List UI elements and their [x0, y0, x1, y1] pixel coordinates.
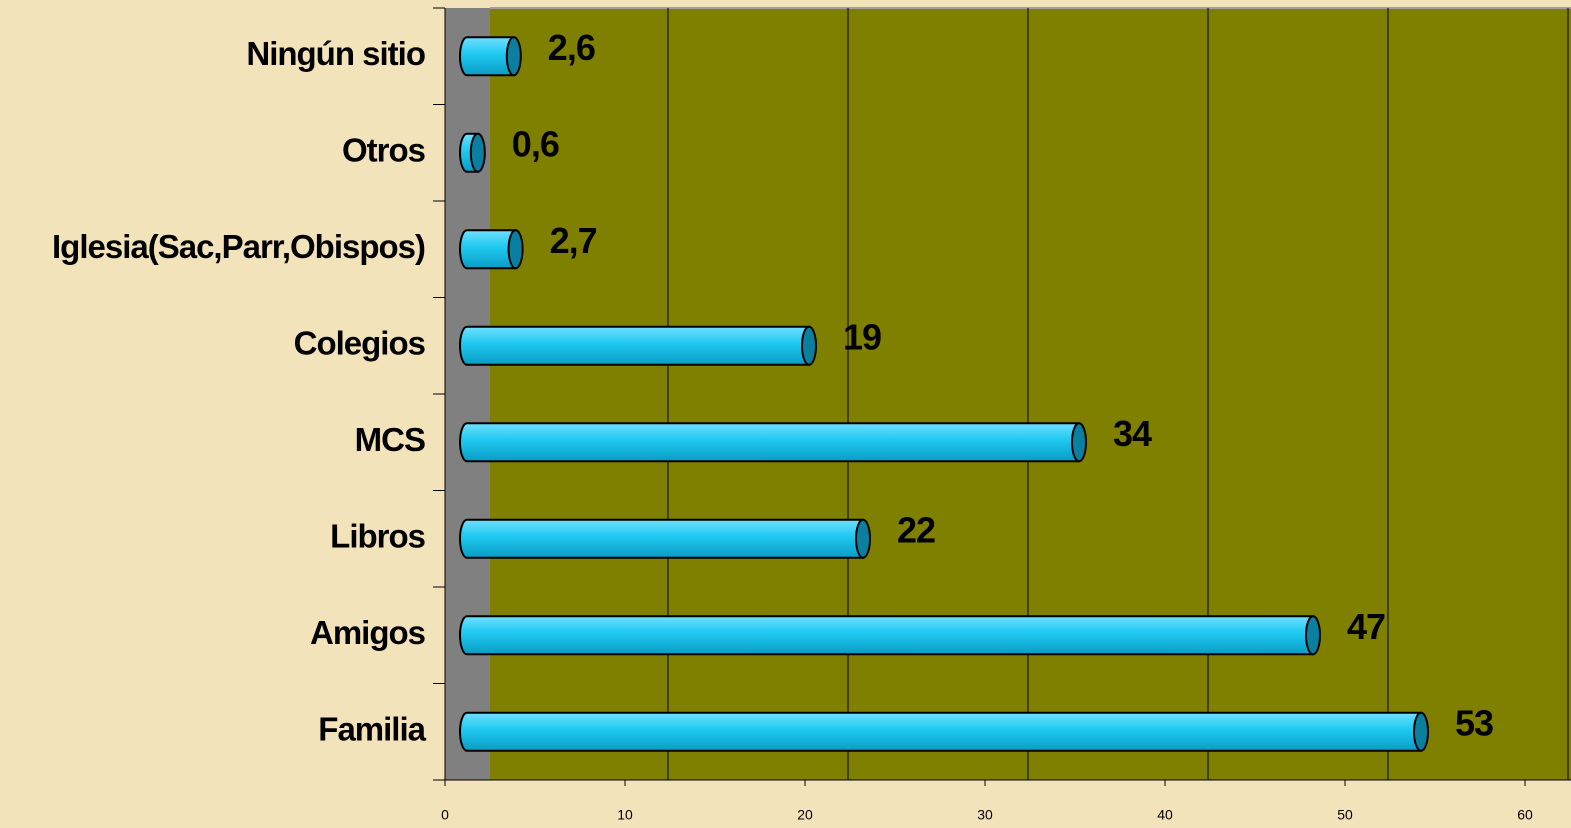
bar-cap: [801, 325, 817, 366]
category-label: Amigos: [310, 614, 425, 651]
value-label: 2,6: [548, 27, 595, 68]
bar-cap: [507, 229, 524, 270]
value-label: 19: [843, 316, 881, 357]
category-label: Libros: [330, 517, 425, 554]
x-tick-label: 30: [977, 807, 993, 823]
category-label: Familia: [318, 710, 426, 747]
bar-body: [459, 711, 1422, 752]
bar-cap: [505, 36, 522, 77]
value-label: 47: [1347, 606, 1385, 647]
value-label: 34: [1113, 413, 1152, 454]
bar: [459, 132, 486, 173]
bar-cap: [1305, 615, 1321, 656]
bar-body: [459, 518, 864, 559]
bar-cap: [469, 132, 486, 173]
bar: [459, 422, 1087, 463]
x-tick-label: 20: [797, 807, 813, 823]
x-tick-label: 50: [1337, 807, 1353, 823]
x-tick-label: 60: [1517, 807, 1533, 823]
category-label: Ningún sitio: [246, 35, 425, 72]
bar: [459, 518, 871, 559]
category-label: Colegios: [294, 324, 425, 361]
bar-cap: [855, 518, 871, 559]
bar-cap: [1413, 711, 1429, 752]
x-tick-label: 0: [441, 807, 449, 823]
bar-body: [459, 229, 517, 270]
x-tick-label: 40: [1157, 807, 1173, 823]
bar: [459, 229, 524, 270]
category-label: MCS: [355, 421, 425, 458]
bar-body: [459, 36, 515, 77]
bar-body: [459, 422, 1080, 463]
bar-body: [459, 615, 1314, 656]
plot-area: [490, 8, 1571, 780]
value-label: 2,7: [550, 220, 597, 261]
value-label: 22: [897, 509, 935, 550]
value-label: 53: [1455, 702, 1493, 743]
bar-cap: [1071, 422, 1087, 463]
x-tick-label: 10: [617, 807, 633, 823]
category-label: Iglesia(Sac,Parr,Obispos): [52, 228, 425, 265]
bar: [459, 325, 817, 366]
bar: [459, 711, 1429, 752]
bar: [459, 36, 522, 77]
bar-body: [459, 325, 810, 366]
bar: [459, 615, 1321, 656]
category-label: Otros: [342, 131, 425, 168]
side-wall: [445, 8, 490, 780]
value-label: 0,6: [512, 123, 559, 164]
